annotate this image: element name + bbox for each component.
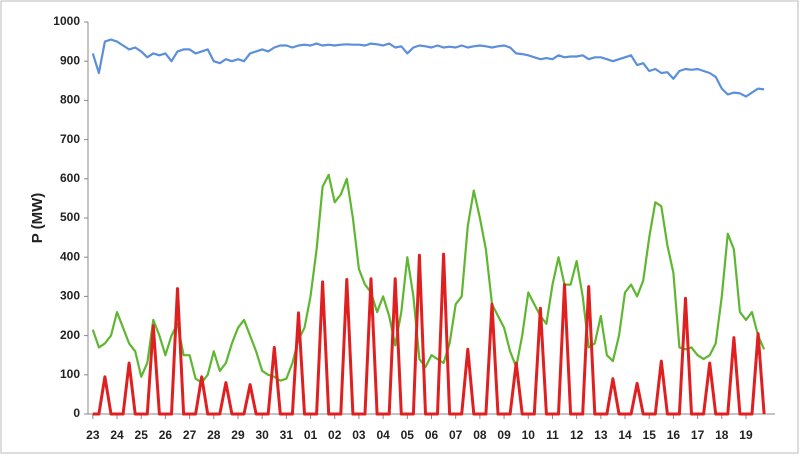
- x-tick-label: 07: [449, 428, 463, 442]
- x-tick-label: 18: [715, 428, 729, 442]
- y-tick-label: 800: [60, 93, 80, 107]
- y-tick-label: 500: [60, 210, 80, 224]
- x-tick-label: 24: [110, 428, 124, 442]
- x-tick-label: 02: [328, 428, 342, 442]
- x-tick-label: 23: [86, 428, 100, 442]
- series-line: [91, 173, 766, 384]
- y-tick-label: 600: [60, 171, 80, 185]
- x-tick-label: 30: [255, 428, 269, 442]
- series-line: [92, 252, 766, 416]
- y-tick-label: 200: [60, 328, 80, 342]
- x-tick-label: 03: [352, 428, 366, 442]
- x-tick-label: 19: [739, 428, 753, 442]
- x-tick-label: 16: [667, 428, 681, 442]
- x-tick-label: 31: [280, 428, 294, 442]
- x-tick-label: 11: [546, 428, 559, 442]
- x-tick-label: 17: [691, 428, 705, 442]
- y-tick-label: 400: [60, 249, 80, 263]
- x-tick-label: 09: [497, 428, 511, 442]
- x-tick-label: 01: [304, 428, 318, 442]
- x-tick-label: 06: [425, 428, 439, 442]
- x-tick-label: 10: [522, 428, 536, 442]
- y-axis-label: P (MW): [29, 193, 46, 244]
- series-line: [91, 38, 765, 98]
- x-tick-label: 08: [473, 428, 487, 442]
- y-tick-label: 0: [73, 406, 80, 420]
- x-tick-label: 27: [183, 428, 197, 442]
- y-tick-label: 300: [60, 289, 80, 303]
- x-tick-label: 14: [618, 428, 632, 442]
- x-tick-label: 28: [207, 428, 221, 442]
- x-tick-label: 26: [159, 428, 173, 442]
- y-tick-label: 700: [60, 132, 80, 146]
- x-tick-label: 05: [401, 428, 415, 442]
- x-tick-label: 04: [376, 428, 390, 442]
- x-tick-label: 12: [570, 428, 584, 442]
- x-tick-label: 15: [643, 428, 657, 442]
- y-tick-label: 900: [60, 53, 80, 67]
- x-tick-label: 25: [135, 428, 149, 442]
- y-tick-label: 100: [60, 367, 80, 381]
- x-tick-label: 13: [594, 428, 608, 442]
- y-tick-label: 1000: [53, 14, 80, 28]
- x-tick-label: 29: [231, 428, 245, 442]
